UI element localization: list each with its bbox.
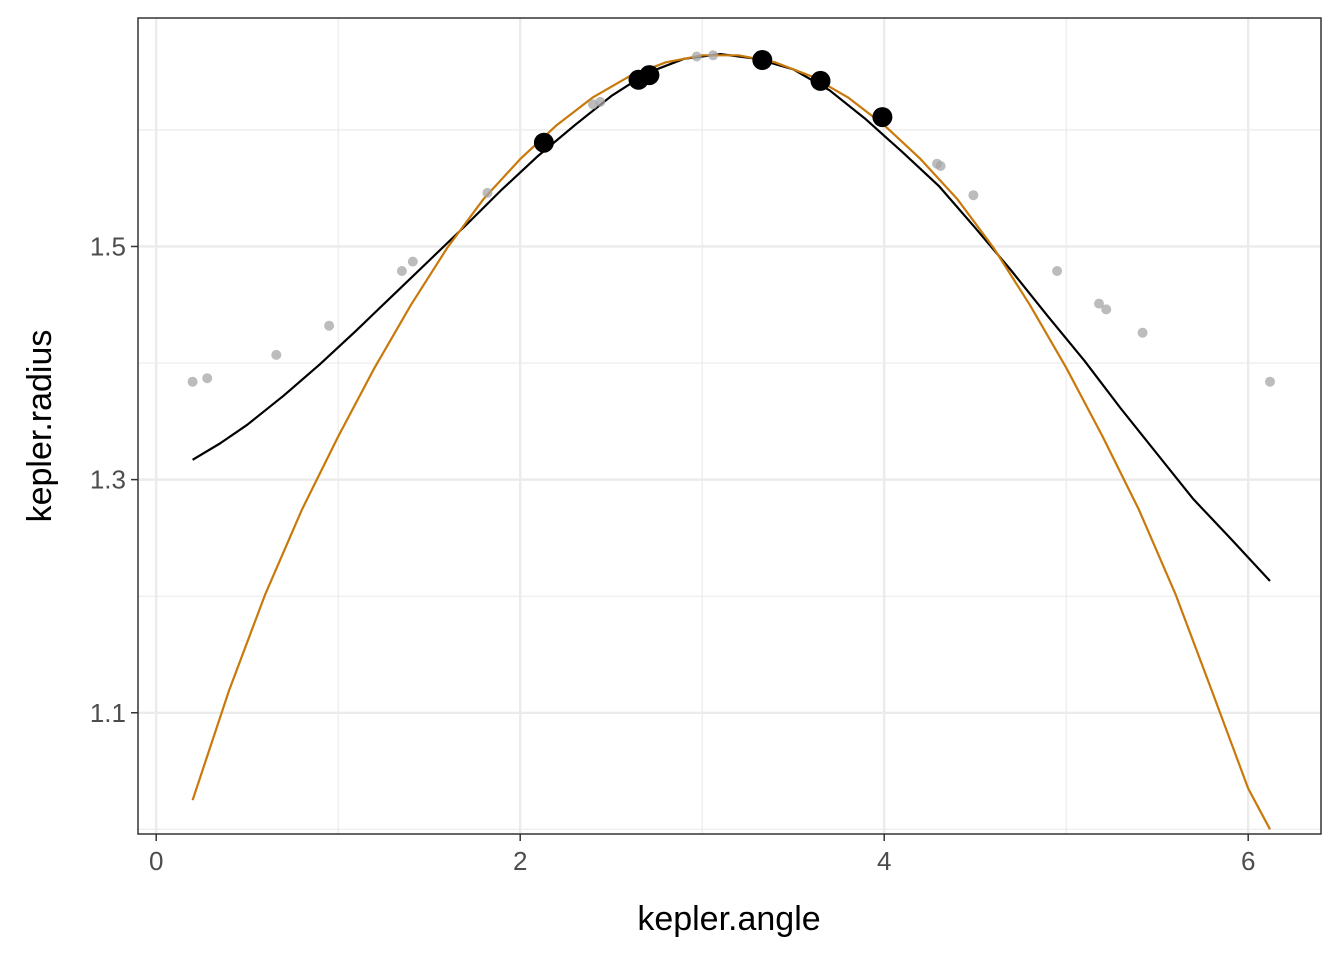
background-point xyxy=(595,96,606,107)
highlight-point xyxy=(639,65,660,86)
background-point xyxy=(935,161,946,171)
background-point xyxy=(1052,266,1063,276)
x-tick-label: 2 xyxy=(513,846,527,876)
y-tick-label: 1.5 xyxy=(90,231,126,261)
x-tick-label: 6 xyxy=(1241,846,1255,876)
highlight-point xyxy=(810,70,831,91)
background-point xyxy=(708,50,719,61)
highlight-point xyxy=(872,107,893,128)
background-point xyxy=(1101,304,1112,315)
x-tick-label: 4 xyxy=(877,846,891,876)
x-axis-title: kepler.angle xyxy=(637,900,820,938)
background-point xyxy=(482,187,493,198)
panel-border xyxy=(137,17,1322,835)
y-tick-label: 1.1 xyxy=(90,698,126,728)
y-tick-label: 1.3 xyxy=(90,465,126,495)
panel-background xyxy=(138,18,1321,834)
background-point xyxy=(1094,298,1104,309)
data-points xyxy=(187,50,1275,387)
y-axis-title: kepler.radius xyxy=(21,330,59,523)
background-point xyxy=(407,256,418,267)
tick-labels: 0 2 4 6 1.1 1.3 1.5 xyxy=(90,231,1256,876)
highlight-point xyxy=(752,50,773,70)
background-point xyxy=(1137,327,1148,338)
background-point xyxy=(202,373,213,384)
black-curve-line xyxy=(192,52,1271,582)
grid-minor xyxy=(138,18,1321,834)
background-point xyxy=(187,376,198,387)
background-point xyxy=(691,51,702,62)
grid-major xyxy=(138,18,1321,834)
background-point xyxy=(968,190,979,201)
background-point xyxy=(396,266,407,276)
x-tick-label: 0 xyxy=(149,846,163,876)
highlight-point xyxy=(533,132,554,153)
background-point xyxy=(1265,376,1275,387)
orange-curve-line xyxy=(191,54,1271,830)
background-point xyxy=(271,349,282,360)
background-point xyxy=(324,320,335,331)
fit-curves xyxy=(191,52,1271,830)
axis-ticks xyxy=(131,245,1249,841)
